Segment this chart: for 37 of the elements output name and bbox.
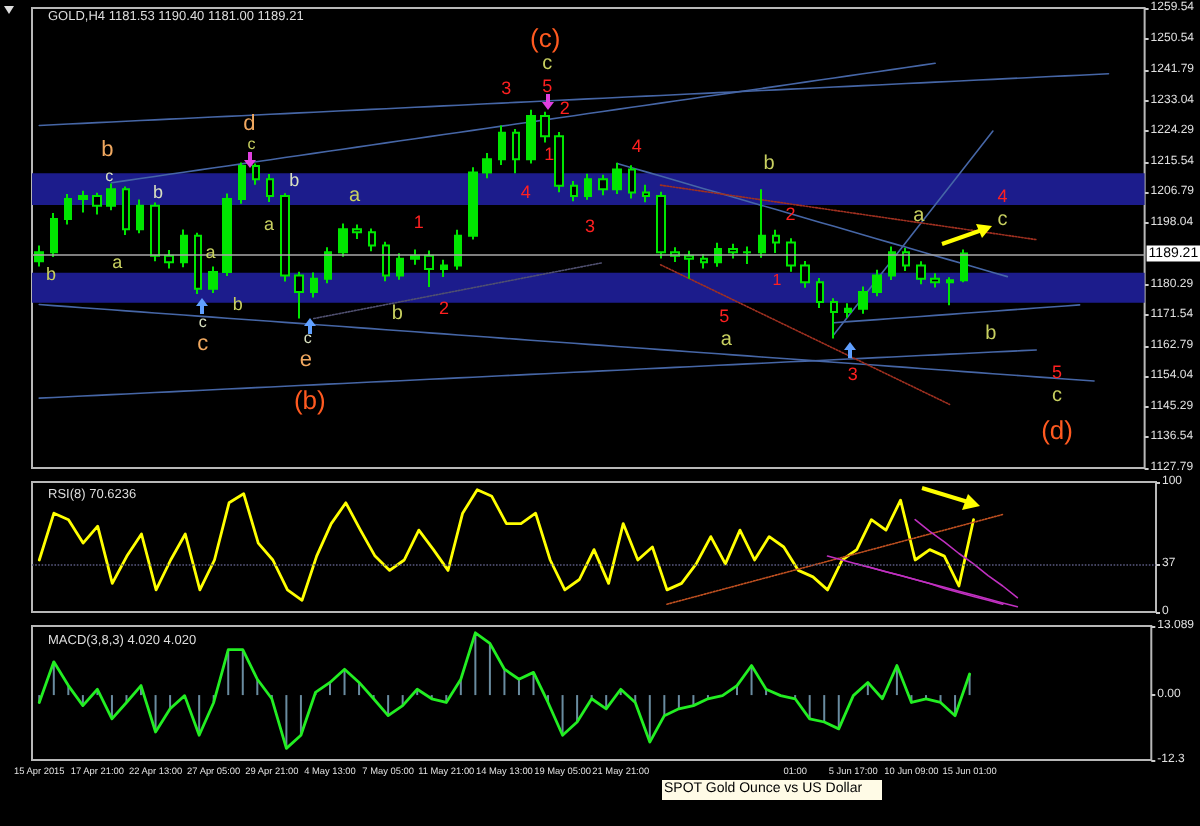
annotation: b <box>101 138 114 162</box>
annotation: c <box>198 313 207 331</box>
annotation: a <box>720 329 733 351</box>
annotation: b <box>152 182 164 202</box>
annotation: 5 <box>1052 362 1063 382</box>
annotation: 1 <box>413 212 424 232</box>
annotation: b <box>985 323 998 345</box>
annotation: 2 <box>559 98 570 118</box>
annotation: a <box>348 185 361 207</box>
annotation: c <box>197 332 210 356</box>
annotation: e <box>299 348 313 372</box>
annotation: c <box>542 53 553 75</box>
annotation: 4 <box>631 136 642 156</box>
annotation: c <box>1052 385 1063 407</box>
annotation: 3 <box>585 216 596 236</box>
annotation: 3 <box>847 364 858 384</box>
annotation: 2 <box>439 298 450 318</box>
annotation: (c) <box>530 23 561 53</box>
annotation: a <box>913 205 926 227</box>
annotation: c <box>303 329 312 347</box>
annotation: c <box>247 135 256 153</box>
annotation: b <box>391 303 404 325</box>
annotation: (d) <box>1041 415 1073 445</box>
annotation: c <box>997 209 1008 231</box>
annotation: 4 <box>520 182 531 202</box>
annotation: 5 <box>542 76 553 96</box>
annotation: (b) <box>293 385 326 415</box>
annotation: 1 <box>772 271 783 289</box>
annotation: a <box>112 252 123 272</box>
annotation: d <box>243 112 256 136</box>
annotation: b <box>763 153 776 175</box>
annotation: 5 <box>719 306 730 326</box>
annotation: 1 <box>544 144 555 164</box>
annotation: 3 <box>501 78 512 98</box>
annotation: b <box>289 170 300 190</box>
annotation: 4 <box>997 186 1008 206</box>
annotation: a <box>263 214 274 234</box>
